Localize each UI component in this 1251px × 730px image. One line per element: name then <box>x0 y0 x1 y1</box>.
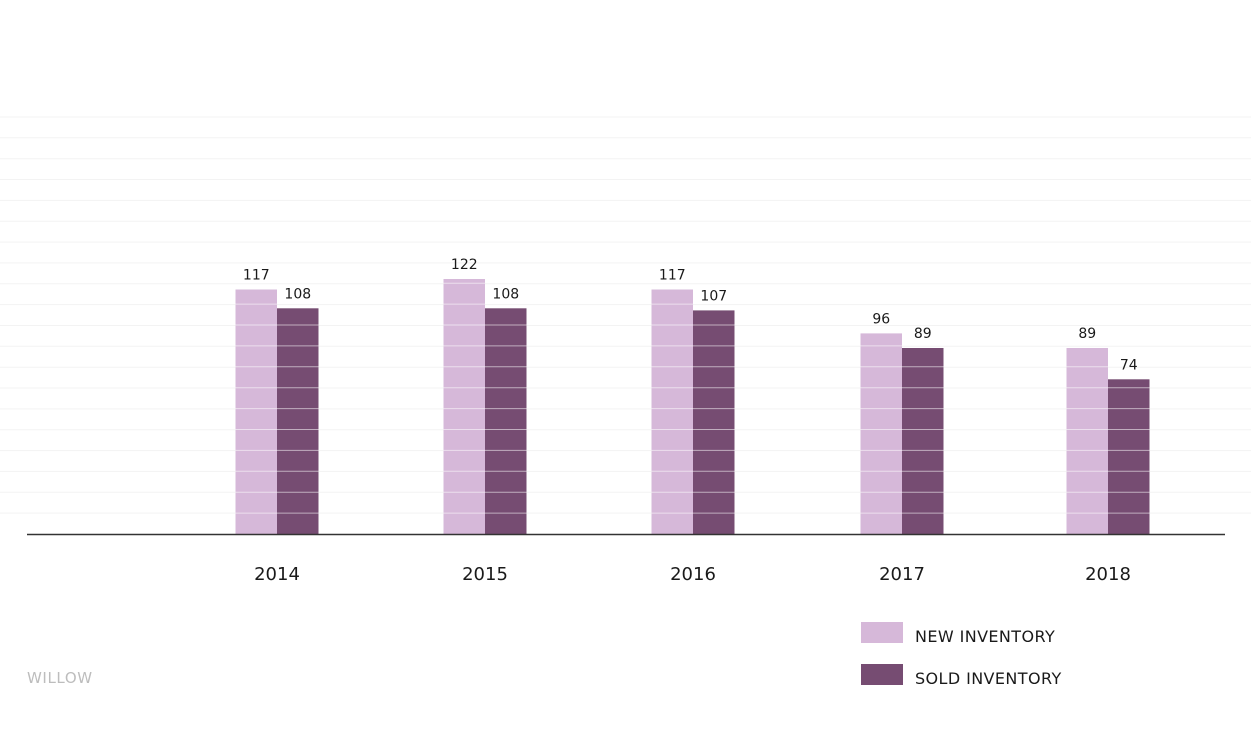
data-label-sold-2014: 108 <box>284 286 311 302</box>
bar-sold-inventory-2016 <box>693 310 735 534</box>
bar-sold-inventory-2015 <box>485 308 527 534</box>
bar-new-inventory-2016 <box>651 289 693 534</box>
data-labels: 117 108 122 108 117 107 96 89 89 74 <box>243 257 1138 373</box>
bar-new-inventory-2015 <box>443 279 485 534</box>
bar-new-inventory-2017 <box>860 333 902 534</box>
bar-sold-inventory-2018 <box>1108 379 1150 534</box>
data-label-sold-2016: 107 <box>700 288 727 304</box>
legend-label-new-inventory: NEW INVENTORY <box>915 627 1056 646</box>
data-label-new-2016: 117 <box>659 268 686 284</box>
bar-sold-inventory-2014 <box>277 308 319 534</box>
data-label-new-2017: 96 <box>872 311 890 327</box>
legend-item-new-inventory: NEW INVENTORY <box>861 622 1062 646</box>
data-label-new-2015: 122 <box>451 257 478 273</box>
data-label-sold-2015: 108 <box>492 286 519 302</box>
data-label-new-2014: 117 <box>243 268 270 284</box>
x-tick-label-2016: 2016 <box>670 564 716 585</box>
legend-label-sold-inventory: SOLD INVENTORY <box>915 669 1062 688</box>
bar-new-inventory-2018 <box>1066 348 1108 534</box>
bars <box>235 279 1150 534</box>
x-tick-label-2018: 2018 <box>1085 564 1131 585</box>
data-label-sold-2018: 74 <box>1120 357 1138 373</box>
data-label-new-2018: 89 <box>1078 326 1096 342</box>
legend-item-sold-inventory: SOLD INVENTORY <box>861 664 1062 688</box>
bar-new-inventory-2014 <box>235 289 277 534</box>
bar-sold-inventory-2017 <box>902 348 944 534</box>
x-tick-label-2014: 2014 <box>254 564 300 585</box>
bar-dividers <box>235 282 1150 514</box>
x-tick-label-2015: 2015 <box>462 564 508 585</box>
x-tick-label-2017: 2017 <box>879 564 925 585</box>
data-label-sold-2017: 89 <box>914 326 932 342</box>
x-tick-labels: 2014 2015 2016 2017 2018 <box>254 564 1131 585</box>
gridlines <box>0 116 1251 514</box>
legend-swatch-new-inventory <box>861 622 903 643</box>
brand-watermark: WILLOW <box>27 669 93 687</box>
legend-swatch-sold-inventory <box>861 664 903 685</box>
legend: NEW INVENTORY SOLD INVENTORY <box>861 622 1062 706</box>
